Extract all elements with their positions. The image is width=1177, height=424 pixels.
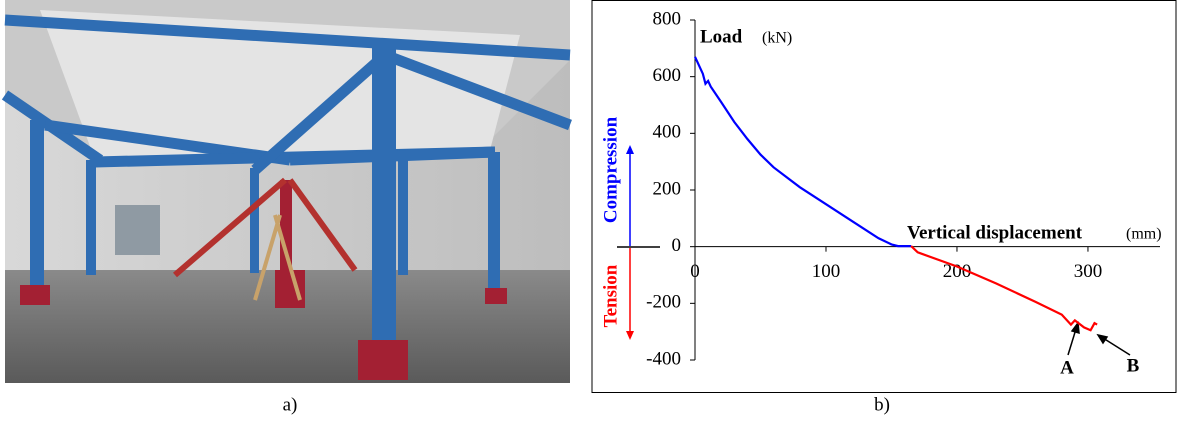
caption: a) bbox=[283, 394, 298, 415]
y-tick-label: 600 bbox=[653, 65, 682, 86]
y-tick-label: 800 bbox=[653, 8, 682, 29]
x-tick-label: 0 bbox=[690, 261, 700, 282]
compression-label: Compression bbox=[600, 116, 621, 223]
y-tick-label: 0 bbox=[672, 235, 682, 256]
annotation: B bbox=[1127, 355, 1140, 376]
annotation-arrows bbox=[1068, 323, 1130, 355]
y-tick-label: 400 bbox=[653, 122, 682, 143]
y-axis-label: Load bbox=[700, 26, 743, 47]
annotation: A bbox=[1060, 357, 1074, 378]
x-axis-unit: (mm) bbox=[1126, 226, 1162, 243]
y-tick-label: -400 bbox=[646, 348, 681, 369]
x-tick-label: 300 bbox=[1074, 261, 1103, 282]
caption: b) bbox=[874, 394, 890, 415]
y-tick-label: 200 bbox=[653, 178, 682, 199]
data-line bbox=[695, 57, 911, 246]
photo bbox=[5, 0, 570, 383]
tension-label: Tension bbox=[600, 264, 621, 327]
figure: a) b) Load (kN) Vertical displacement (m… bbox=[0, 0, 1177, 419]
x-tick-label: 100 bbox=[812, 261, 841, 282]
y-tick-label: -200 bbox=[646, 292, 681, 313]
x-axis-label: Vertical displacement bbox=[907, 222, 1083, 243]
data-line bbox=[911, 246, 1097, 330]
y-axis-unit: (kN) bbox=[762, 30, 792, 47]
